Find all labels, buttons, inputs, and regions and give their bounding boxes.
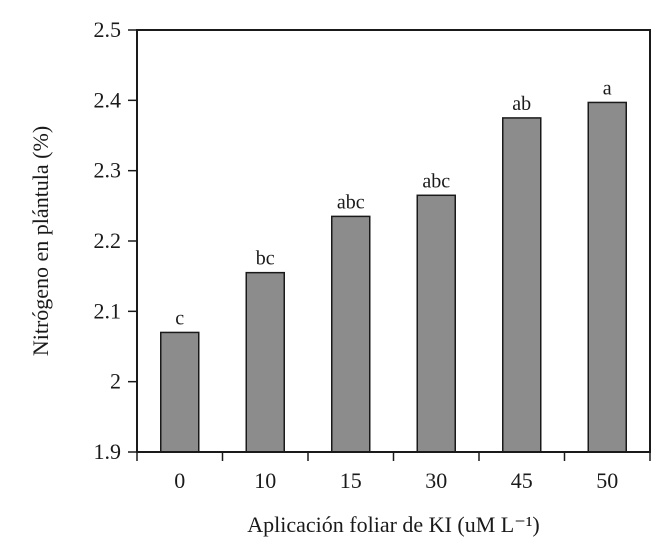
y-axis: 1.9 2 2.1 2.2 2.3 2.4 2.5 [94, 17, 137, 464]
significance-letter: bc [256, 248, 275, 270]
bar-45 [502, 117, 542, 453]
y-tick-label: 2.2 [94, 228, 122, 253]
x-tick-label: 50 [596, 468, 618, 493]
significance-letter: ab [512, 93, 531, 115]
y-tick-label: 2.4 [94, 87, 122, 112]
x-tick-label: 10 [254, 468, 276, 493]
plot-frame [136, 29, 651, 453]
y-tick-label: 2.1 [94, 298, 122, 323]
bar-0 [160, 331, 200, 453]
x-tick-label: 0 [174, 468, 185, 493]
bar-10 [245, 271, 285, 453]
bar-15 [331, 215, 371, 453]
y-tick-label: 2 [110, 369, 121, 394]
x-tick-label: 15 [340, 468, 362, 493]
significance-letters-group: c bc abc abc ab a [175, 77, 612, 329]
x-tick-label: 30 [425, 468, 447, 493]
bars-group [160, 101, 627, 453]
x-tick-label: 45 [511, 468, 533, 493]
significance-letter: c [175, 307, 184, 329]
significance-letter: abc [337, 191, 365, 213]
y-tick-label: 1.9 [94, 439, 122, 464]
y-axis-title: Nitrógeno en plántula (%) [28, 126, 53, 356]
bar-50 [587, 101, 627, 453]
y-tick-label: 2.5 [94, 17, 122, 42]
y-tick-label: 2.3 [94, 158, 122, 183]
bar-30 [416, 194, 456, 453]
significance-letter: abc [422, 170, 450, 192]
x-axis-title: Aplicación foliar de KI (uM L⁻¹) [247, 512, 540, 537]
x-axis: 0 10 15 30 45 50 [136, 452, 651, 493]
significance-letter: a [603, 77, 612, 99]
